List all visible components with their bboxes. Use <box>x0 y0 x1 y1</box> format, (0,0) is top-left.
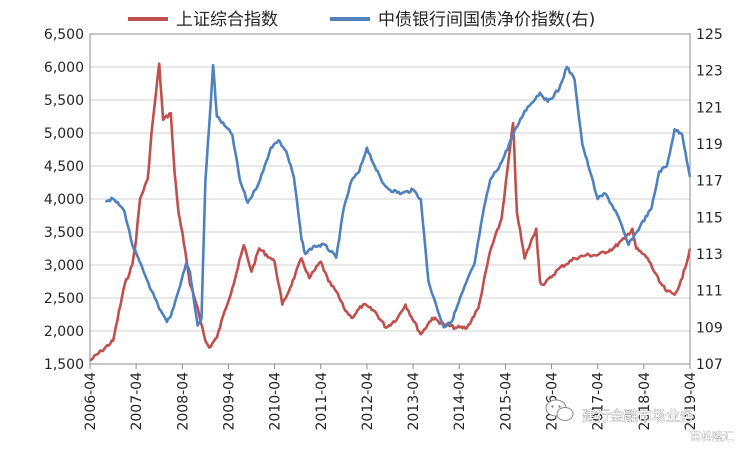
plot-area-frame <box>89 33 691 365</box>
y-left-tick-label: 1,500 <box>44 357 84 373</box>
y-left-tick-label: 5,500 <box>44 93 84 109</box>
y-right-tick-label: 119 <box>696 137 723 153</box>
gridlines <box>90 33 690 365</box>
y-right-tick-label: 107 <box>696 357 723 373</box>
x-tick-label: 2007-04 <box>129 372 145 431</box>
watermark: 建行金融市场业务 苗格隆汇 <box>545 399 734 443</box>
y-left-tick-label: 2,500 <box>44 291 84 307</box>
y-axis-right: 107 109 111 113 115 117 119 121 123 125 <box>696 27 723 373</box>
x-tick-label: 2013-04 <box>406 372 422 431</box>
y-right-tick-label: 121 <box>696 100 723 116</box>
y-left-tick-label: 5,000 <box>44 126 84 142</box>
series-layer <box>89 62 692 362</box>
x-axis: 2006-04 2007-04 2008-04 2009-04 2010-04 2011-… <box>83 364 699 431</box>
x-tick-label: 2009-04 <box>221 372 237 431</box>
x-tick-label: 2015-04 <box>498 372 514 431</box>
legend: 上证综合指数 中债银行间国债净价指数(右) <box>128 10 595 30</box>
x-tick-label: 2012-04 <box>360 372 376 431</box>
y-right-tick-label: 123 <box>696 64 723 80</box>
x-tick-label: 2006-04 <box>83 372 99 431</box>
y-right-tick-label: 115 <box>696 210 723 226</box>
x-tick-label: 2019-04 <box>683 372 699 431</box>
y-right-tick-label: 113 <box>696 247 723 263</box>
series-line-0 <box>89 62 692 362</box>
series-line-1 <box>104 63 692 329</box>
watermark-author: 苗格隆汇 <box>690 429 734 443</box>
y-right-tick-label: 125 <box>696 27 723 43</box>
wechat-icon <box>545 399 574 421</box>
y-left-tick-label: 6,000 <box>44 60 84 76</box>
x-tick-label: 2008-04 <box>175 372 191 431</box>
x-tick-label: 2010-04 <box>268 372 284 431</box>
y-right-tick-label: 109 <box>696 320 723 336</box>
y-left-tick-label: 6,500 <box>44 27 84 43</box>
y-left-tick-label: 4,500 <box>44 159 84 175</box>
watermark-account-name: 建行金融市场业务 <box>582 408 694 425</box>
y-left-tick-label: 3,000 <box>44 258 84 274</box>
legend-label-shanghai: 上证综合指数 <box>176 10 278 30</box>
y-right-tick-label: 111 <box>696 284 723 300</box>
x-tick-label: 2018-04 <box>637 372 653 431</box>
y-left-tick-label: 3,500 <box>44 225 84 241</box>
x-tick-label: 2011-04 <box>314 372 330 431</box>
x-tick-label: 2017-04 <box>591 372 607 431</box>
x-tick-label: 2014-04 <box>452 372 468 431</box>
y-axis-left: 1,500 2,000 2,500 3,000 3,500 4,000 4,500 5,000… <box>44 27 84 373</box>
y-left-tick-label: 4,000 <box>44 192 84 208</box>
y-left-tick-label: 2,000 <box>44 324 84 340</box>
legend-label-bond-index: 中债银行间国债净价指数(右) <box>378 10 595 30</box>
y-right-tick-label: 117 <box>696 174 723 190</box>
